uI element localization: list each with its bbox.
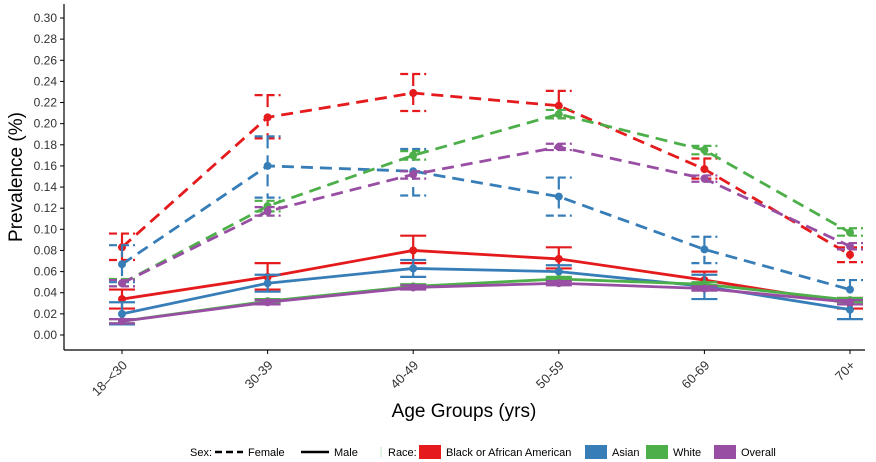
y-tick-label: 0.20 — [34, 117, 58, 131]
data-point — [409, 283, 418, 292]
data-point — [263, 207, 272, 216]
y-tick-label: 0.30 — [34, 11, 58, 25]
data-point — [118, 295, 126, 304]
data-point — [118, 309, 126, 318]
data-point — [554, 267, 563, 276]
data-point — [846, 250, 854, 259]
data-point — [118, 279, 126, 288]
y-tick-label: 0.04 — [34, 286, 58, 300]
data-point — [846, 305, 854, 314]
x-tick-label: 40-49 — [387, 358, 421, 392]
legend-sex-label: Male — [334, 447, 358, 459]
data-point — [409, 246, 418, 255]
data-point — [846, 285, 854, 294]
series-line — [121, 91, 851, 256]
y-tick-label: 0.12 — [34, 201, 58, 215]
series-female-black-or-african-american — [109, 72, 863, 264]
y-ticks: 0.00 0.02 0.04 0.06 0.08 0.10 0.12 0.14 0.16 0.18… — [34, 11, 64, 342]
series-male-overall — [109, 279, 863, 326]
data-point — [700, 174, 709, 183]
data-point — [700, 284, 709, 293]
plot-area — [109, 72, 863, 326]
data-point — [700, 245, 709, 254]
data-point — [263, 298, 272, 307]
x-tick-label: 60-69 — [678, 358, 712, 392]
series-line — [121, 281, 851, 323]
x-tick-label: 50-59 — [533, 358, 567, 392]
data-point — [846, 228, 854, 237]
data-point — [409, 89, 418, 98]
data-point — [554, 192, 563, 201]
y-tick-label: 0.06 — [34, 265, 58, 279]
data-point — [118, 317, 126, 326]
y-axis-title: Prevalence (%) — [6, 112, 27, 242]
data-point — [409, 170, 418, 179]
y-tick-label: 0.24 — [34, 74, 58, 88]
data-point — [846, 298, 854, 307]
legend-race-label: White — [673, 447, 701, 459]
y-tick-label: 0.22 — [34, 96, 58, 110]
y-tick-label: 0.26 — [34, 53, 58, 67]
legend-sex-title: Sex: — [190, 447, 212, 459]
series-line — [121, 112, 851, 285]
y-tick-label: 0.02 — [34, 307, 58, 321]
legend-race-label: Black or African American — [446, 447, 571, 459]
data-point — [554, 142, 563, 151]
x-tick-label: 70+ — [832, 358, 858, 384]
data-point — [554, 101, 563, 110]
data-point — [263, 161, 272, 170]
legend-race-swatch — [714, 445, 736, 459]
x-axis-title: Age Groups (yrs) — [392, 401, 537, 422]
data-point — [554, 254, 563, 263]
y-tick-label: 0.28 — [34, 32, 58, 46]
series-line — [121, 249, 851, 305]
y-tick-label: 0.10 — [34, 222, 58, 236]
legend-race-swatch — [419, 445, 441, 459]
data-point — [700, 146, 709, 155]
data-point — [409, 264, 418, 273]
data-point — [554, 110, 563, 119]
y-tick-label: 0.00 — [34, 328, 58, 342]
data-point — [263, 113, 272, 122]
y-tick-label: 0.08 — [34, 243, 58, 257]
data-point — [554, 279, 563, 288]
legend-race-swatch — [585, 445, 607, 459]
legend-race-swatch — [646, 445, 668, 459]
legend-race-label: Asian — [612, 447, 640, 459]
legend-race-label: Overall — [741, 447, 776, 459]
x-ticks: 18–<30 30-39 40-49 50-59 60-69 70+ — [89, 350, 858, 400]
x-tick-label: 30-39 — [242, 358, 276, 392]
axes — [63, 4, 865, 351]
series-line — [121, 164, 851, 291]
data-point — [118, 260, 126, 269]
series-male-black-or-african-american — [109, 234, 863, 310]
y-tick-label: 0.16 — [34, 159, 58, 173]
data-point — [846, 242, 854, 251]
series-female-overall — [109, 142, 863, 288]
data-point — [263, 279, 272, 288]
legend: Sex: Female Male Race: Black or African Amer… — [190, 445, 776, 459]
legend-race-title: Race: — [388, 447, 417, 459]
data-point — [409, 151, 418, 160]
series-line — [121, 145, 851, 285]
x-tick-label: 18–<30 — [89, 358, 131, 400]
data-point — [700, 165, 709, 174]
legend-sex-label: Female — [248, 447, 285, 459]
y-tick-label: 0.18 — [34, 138, 58, 152]
y-tick-label: 0.14 — [34, 180, 58, 194]
